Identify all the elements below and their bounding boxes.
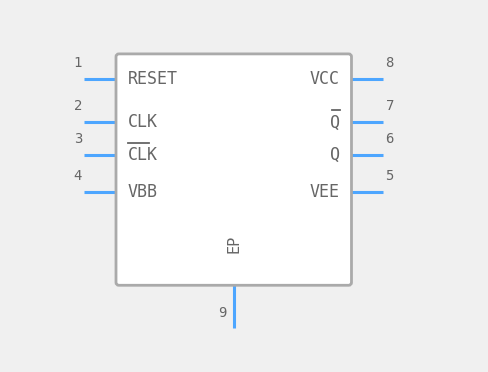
Text: 6: 6 [386,132,394,146]
Text: 5: 5 [386,169,394,183]
Text: 9: 9 [218,306,226,320]
Text: Q: Q [329,146,340,164]
Text: 2: 2 [74,99,82,113]
Text: 4: 4 [74,169,82,183]
Text: VBB: VBB [128,183,158,201]
Text: VEE: VEE [309,183,340,201]
Text: 1: 1 [74,56,82,70]
Text: EP: EP [226,234,241,253]
Text: RESET: RESET [128,70,178,88]
Text: Q: Q [329,113,340,131]
Text: VCC: VCC [309,70,340,88]
Text: 8: 8 [386,56,394,70]
Text: 3: 3 [74,132,82,146]
Text: 7: 7 [386,99,394,113]
FancyBboxPatch shape [116,54,351,285]
Text: CLK: CLK [128,113,158,131]
Text: CLK: CLK [128,146,158,164]
